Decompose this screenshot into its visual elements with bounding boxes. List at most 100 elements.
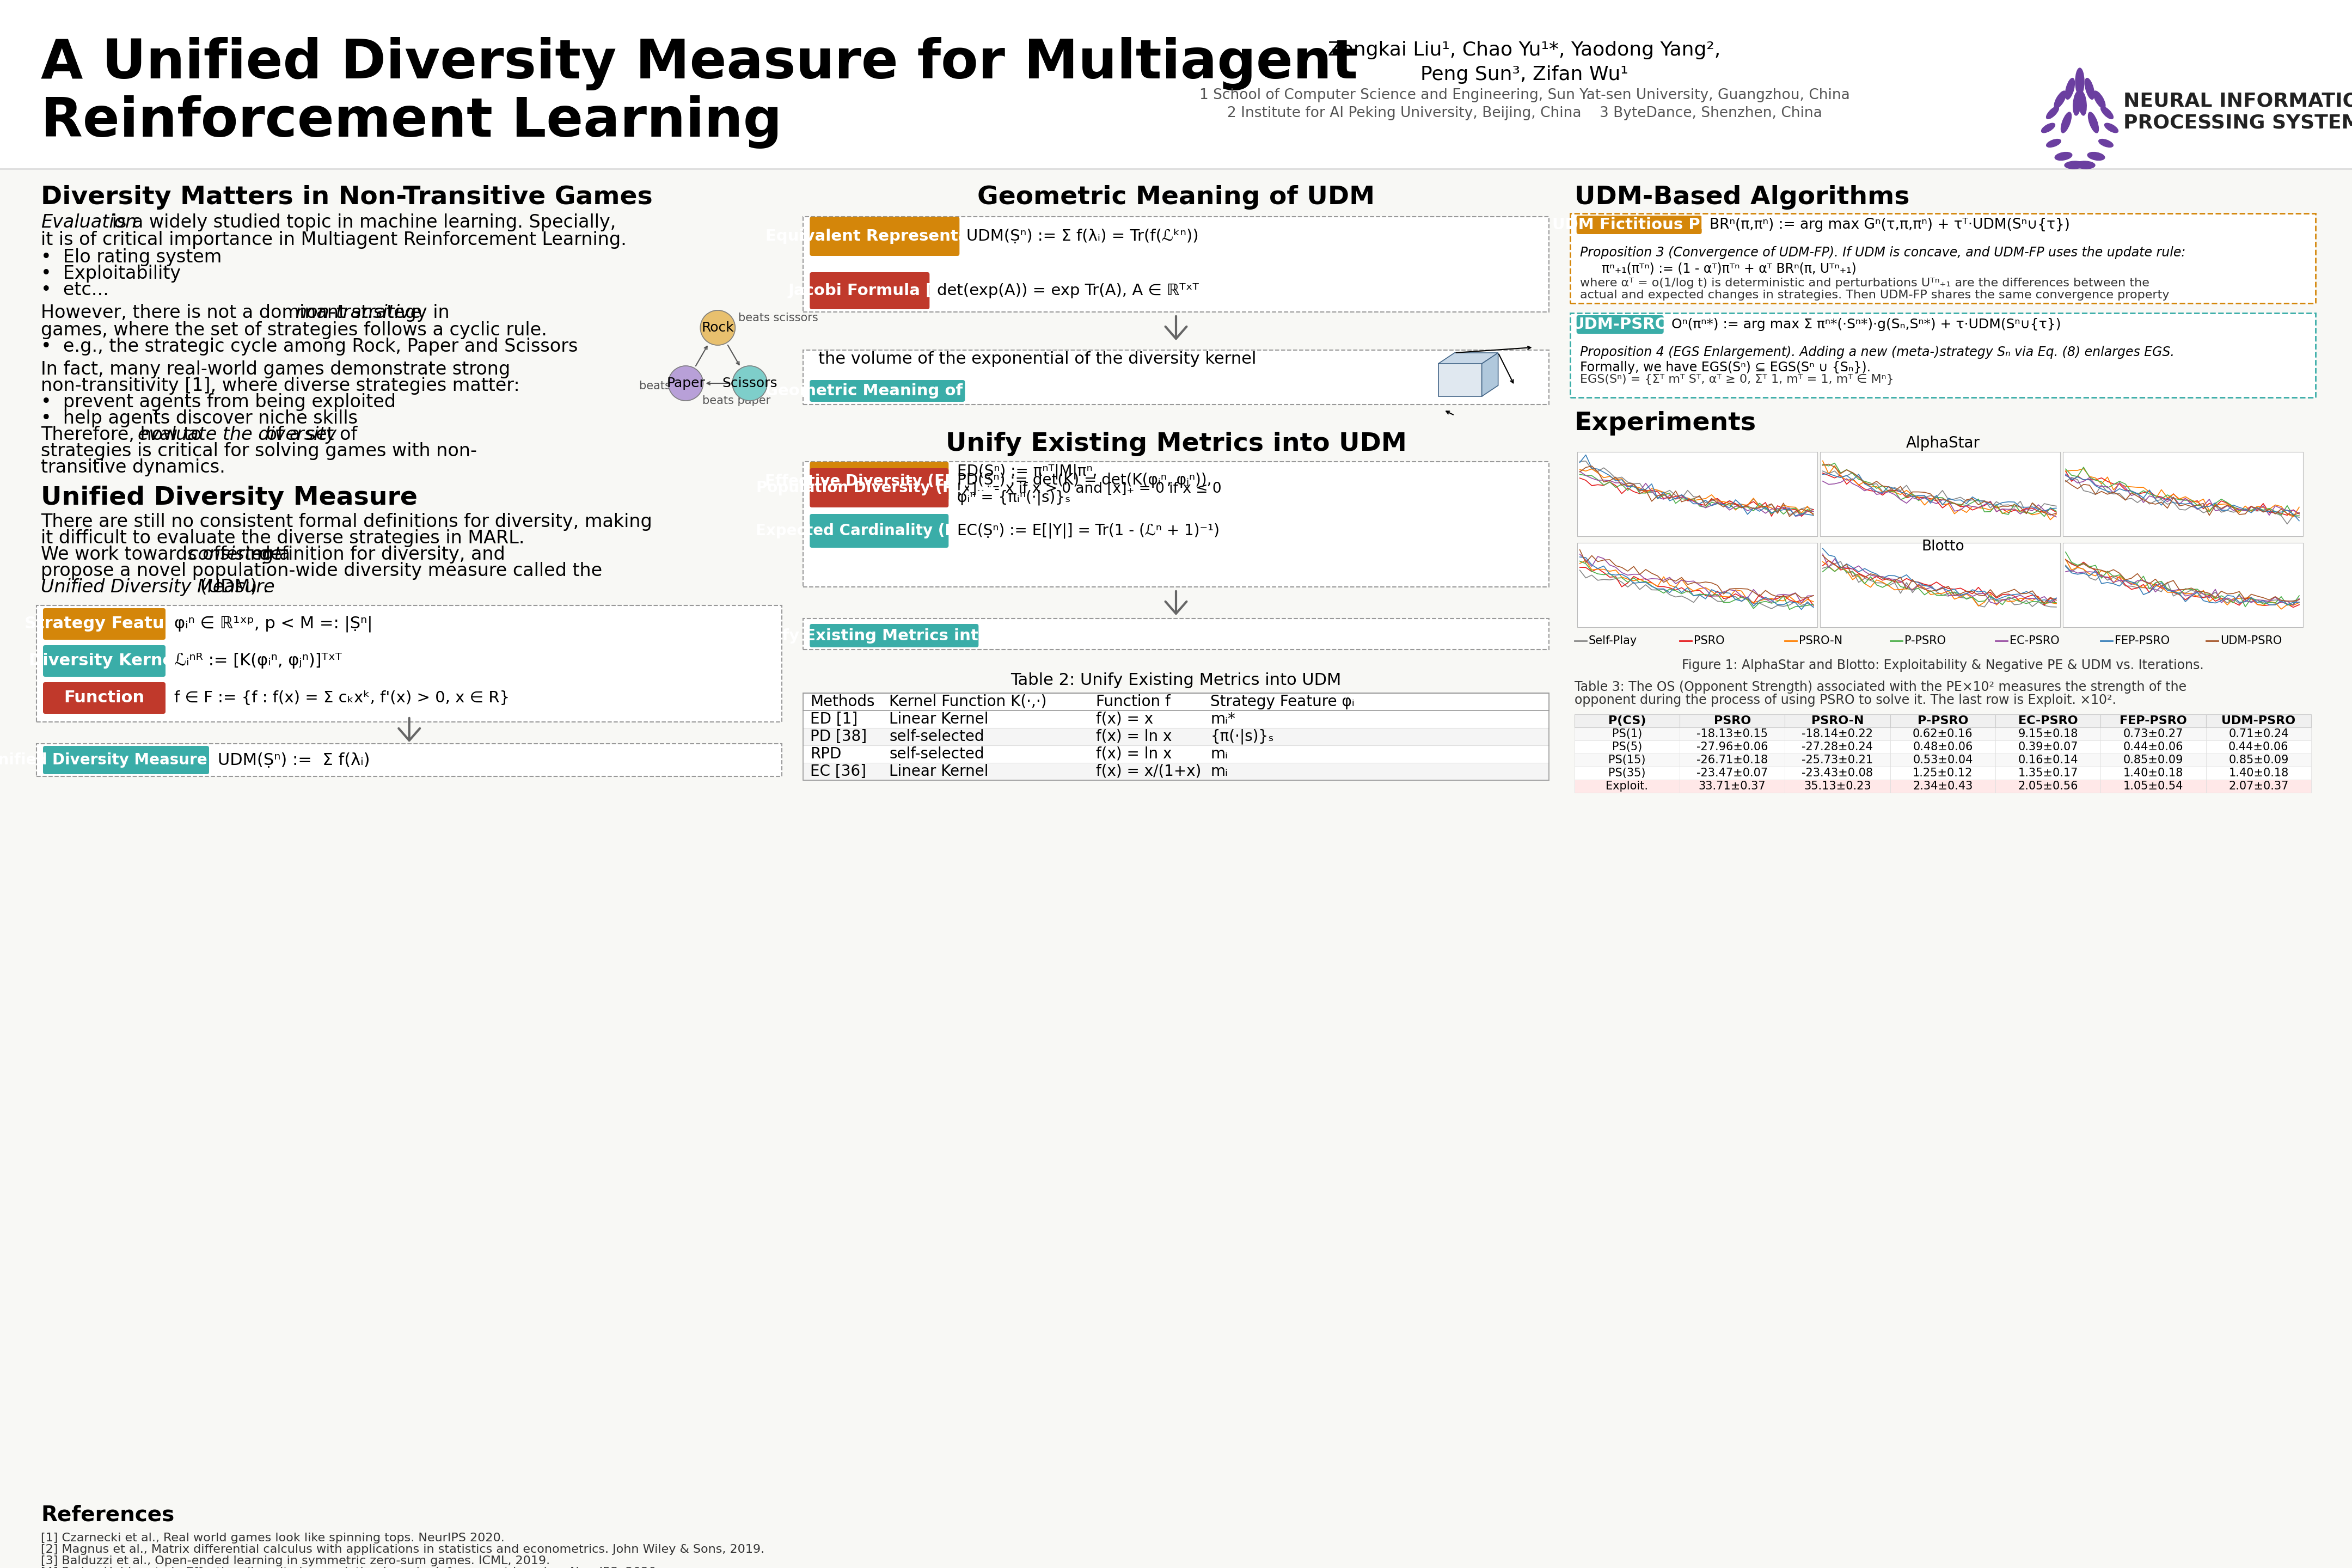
Text: self-selected: self-selected: [889, 729, 983, 745]
Text: Unify Existing Metrics into UDM: Unify Existing Metrics into UDM: [946, 431, 1406, 456]
Bar: [2100, 779, 2206, 793]
Text: EGS(Sⁿ) = {Σᵀ mᵀ Sᵀ, αᵀ ≥ 0, Σᵀ 1, mᵀ = 1, mᵀ ∈ Mⁿ}: EGS(Sⁿ) = {Σᵀ mᵀ Sᵀ, αᵀ ≥ 0, Σᵀ 1, mᵀ = …: [1581, 375, 1893, 384]
Text: mᵢ*: mᵢ*: [1211, 712, 1235, 728]
FancyBboxPatch shape: [42, 644, 165, 677]
Text: RPD: RPD: [811, 746, 842, 762]
Bar: [1891, 754, 1994, 767]
Text: where αᵀ = o(1/log t) is deterministic and perturbations Uᵀⁿ₊₁ are the differenc: where αᵀ = o(1/log t) is deterministic a…: [1581, 278, 2150, 289]
Bar: [804, 693, 1548, 710]
Text: Proposition 3 (Convergence of UDM-FP). If UDM is concave, and UDM-FP uses the up: Proposition 3 (Convergence of UDM-FP). I…: [1581, 246, 2185, 259]
Text: strategies is critical for solving games with non-: strategies is critical for solving games…: [40, 442, 477, 459]
Text: πⁿ₊₁(πᵀⁿ) := (1 - αᵀ)πᵀⁿ + αᵀ BRⁿ(π, Uᵀⁿ₊₁): πⁿ₊₁(πᵀⁿ) := (1 - αᵀ)πᵀⁿ + αᵀ BRⁿ(π, Uᵀⁿ…: [1602, 262, 1856, 276]
Bar: [1891, 715, 1994, 728]
FancyBboxPatch shape: [804, 216, 1548, 312]
Bar: [804, 762, 1548, 781]
Text: beats rock: beats rock: [640, 381, 699, 392]
Ellipse shape: [2089, 152, 2105, 160]
Bar: [1785, 728, 1891, 740]
Text: FEP-PSRO: FEP-PSRO: [2119, 715, 2187, 726]
Ellipse shape: [2105, 124, 2119, 133]
Text: Unified Diversity Measure: Unified Diversity Measure: [40, 579, 275, 596]
Bar: [1679, 767, 1785, 779]
Bar: [804, 728, 1548, 745]
Text: Linear Kernel: Linear Kernel: [889, 712, 988, 728]
Text: non-transitivity [1], where diverse strategies matter:: non-transitivity [1], where diverse stra…: [40, 376, 520, 395]
Text: BRⁿ(π,πⁿ) := arg max Gⁿ(τ,π,πⁿ) + τᵀ·UDM(Sⁿ∪{τ}): BRⁿ(π,πⁿ) := arg max Gⁿ(τ,π,πⁿ) + τᵀ·UDM…: [1710, 218, 2070, 232]
Text: PROCESSING SYSTEMS: PROCESSING SYSTEMS: [2124, 113, 2352, 132]
Bar: [1573, 754, 1679, 767]
Text: is a widely studied topic in machine learning. Specially,: is a widely studied topic in machine lea…: [106, 213, 616, 232]
Text: UDM-PSRO: UDM-PSRO: [2223, 715, 2296, 726]
Text: 1.05±0.54: 1.05±0.54: [2124, 781, 2183, 792]
Text: [x]₊ = x if x > 0 and [x]₊ = 0 if x ≤ 0: [x]₊ = x if x > 0 and [x]₊ = 0 if x ≤ 0: [957, 481, 1221, 495]
Text: PSRO-N: PSRO-N: [1799, 635, 1842, 646]
Bar: [0, 0, 2352, 169]
Text: Linear Kernel: Linear Kernel: [889, 764, 988, 779]
FancyBboxPatch shape: [1576, 215, 1703, 234]
Text: Geometric Meaning of UDM: Geometric Meaning of UDM: [976, 185, 1376, 210]
Bar: [1679, 715, 1785, 728]
Text: -18.13±0.15: -18.13±0.15: [1696, 729, 1769, 740]
Text: Strategy Feature: Strategy Feature: [26, 616, 183, 632]
Text: ED(Ṣⁿ) := πⁿᵀ|M|πⁿ,: ED(Ṣⁿ) := πⁿᵀ|M|πⁿ,: [957, 464, 1098, 480]
Text: 35.13±0.23: 35.13±0.23: [1804, 781, 1872, 792]
FancyBboxPatch shape: [42, 746, 209, 775]
Text: We work towards offering a: We work towards offering a: [40, 546, 296, 563]
Bar: [1679, 754, 1785, 767]
Ellipse shape: [2098, 140, 2112, 147]
Text: it difficult to evaluate the diverse strategies in MARL.: it difficult to evaluate the diverse str…: [40, 530, 524, 547]
Bar: [2206, 740, 2312, 754]
FancyBboxPatch shape: [809, 469, 948, 508]
Text: opponent during the process of using PSRO to solve it. The last row is Exploit. : opponent during the process of using PSR…: [1573, 693, 2117, 707]
Bar: [2206, 767, 2312, 779]
Text: P-PSRO: P-PSRO: [1905, 635, 1945, 646]
Ellipse shape: [2053, 91, 2065, 108]
Text: •  help agents discover niche skills: • help agents discover niche skills: [40, 409, 358, 428]
Text: Population Diversity (PD) [4]: Population Diversity (PD) [4]: [755, 480, 1002, 495]
Bar: [1891, 767, 1994, 779]
Polygon shape: [1482, 353, 1498, 397]
Text: -27.28±0.24: -27.28±0.24: [1802, 742, 1872, 753]
Bar: [1820, 543, 2060, 627]
Text: Paper: Paper: [666, 376, 706, 390]
Text: NEURAL INFORMATION: NEURAL INFORMATION: [2124, 91, 2352, 110]
Bar: [1891, 740, 1994, 754]
Text: 1.35±0.17: 1.35±0.17: [2018, 768, 2079, 779]
Ellipse shape: [2084, 78, 2093, 99]
Text: -27.96±0.06: -27.96±0.06: [1696, 742, 1769, 753]
Text: PD(Ṣⁿ) := det(K) = det(K(φᵢⁿ, φⱼⁿ)),: PD(Ṣⁿ) := det(K) = det(K(φᵢⁿ, φⱼⁿ)),: [957, 472, 1211, 488]
Text: f(x) = ln x: f(x) = ln x: [1096, 729, 1171, 745]
Text: f(x) = ln x: f(x) = ln x: [1096, 746, 1171, 762]
Text: 0.44±0.06: 0.44±0.06: [2227, 742, 2288, 753]
Text: PS(1): PS(1): [1611, 729, 1642, 740]
Text: Function f: Function f: [1096, 695, 1171, 709]
Bar: [1679, 779, 1785, 793]
Text: 2.05±0.56: 2.05±0.56: [2018, 781, 2079, 792]
Text: EC(Ṣⁿ) := E[|Y|] = Tr(1 - (ℒⁿ + 1)⁻¹): EC(Ṣⁿ) := E[|Y|] = Tr(1 - (ℒⁿ + 1)⁻¹): [957, 524, 1221, 538]
FancyBboxPatch shape: [809, 273, 929, 309]
Text: Reinforcement Learning: Reinforcement Learning: [40, 96, 781, 149]
Text: 2.07±0.37: 2.07±0.37: [2227, 781, 2288, 792]
Text: beats paper: beats paper: [703, 395, 771, 406]
Text: 9.15±0.18: 9.15±0.18: [2018, 729, 2079, 740]
Bar: [2206, 754, 2312, 767]
Text: Unified Diversity Measure: Unified Diversity Measure: [40, 486, 419, 510]
Text: FEP-PSRO: FEP-PSRO: [2114, 635, 2171, 646]
Bar: [1994, 715, 2100, 728]
Text: There are still no consistent formal definitions for diversity, making: There are still no consistent formal def…: [40, 513, 652, 532]
Text: 1.40±0.18: 1.40±0.18: [2230, 768, 2288, 779]
Bar: [804, 745, 1548, 762]
Bar: [1891, 779, 1994, 793]
Text: UDM-PSRO: UDM-PSRO: [1571, 317, 1668, 332]
Text: 0.39±0.07: 0.39±0.07: [2018, 742, 2079, 753]
Ellipse shape: [2046, 140, 2060, 147]
Polygon shape: [1437, 364, 1482, 397]
Text: Oⁿ(πⁿ*) := arg max Σ πⁿ*(·Sⁿ*)·g(Sₙ,Sⁿ*) + τ·UDM(Sⁿ∪{τ}): Oⁿ(πⁿ*) := arg max Σ πⁿ*(·Sⁿ*)·g(Sₙ,Sⁿ*)…: [1672, 318, 2060, 331]
Bar: [1578, 543, 1818, 627]
Text: Methods: Methods: [811, 695, 875, 709]
FancyBboxPatch shape: [809, 216, 960, 256]
Bar: [1785, 767, 1891, 779]
Text: non-transitive: non-transitive: [296, 304, 421, 321]
Text: of a set of: of a set of: [261, 426, 358, 444]
Bar: [1891, 728, 1994, 740]
